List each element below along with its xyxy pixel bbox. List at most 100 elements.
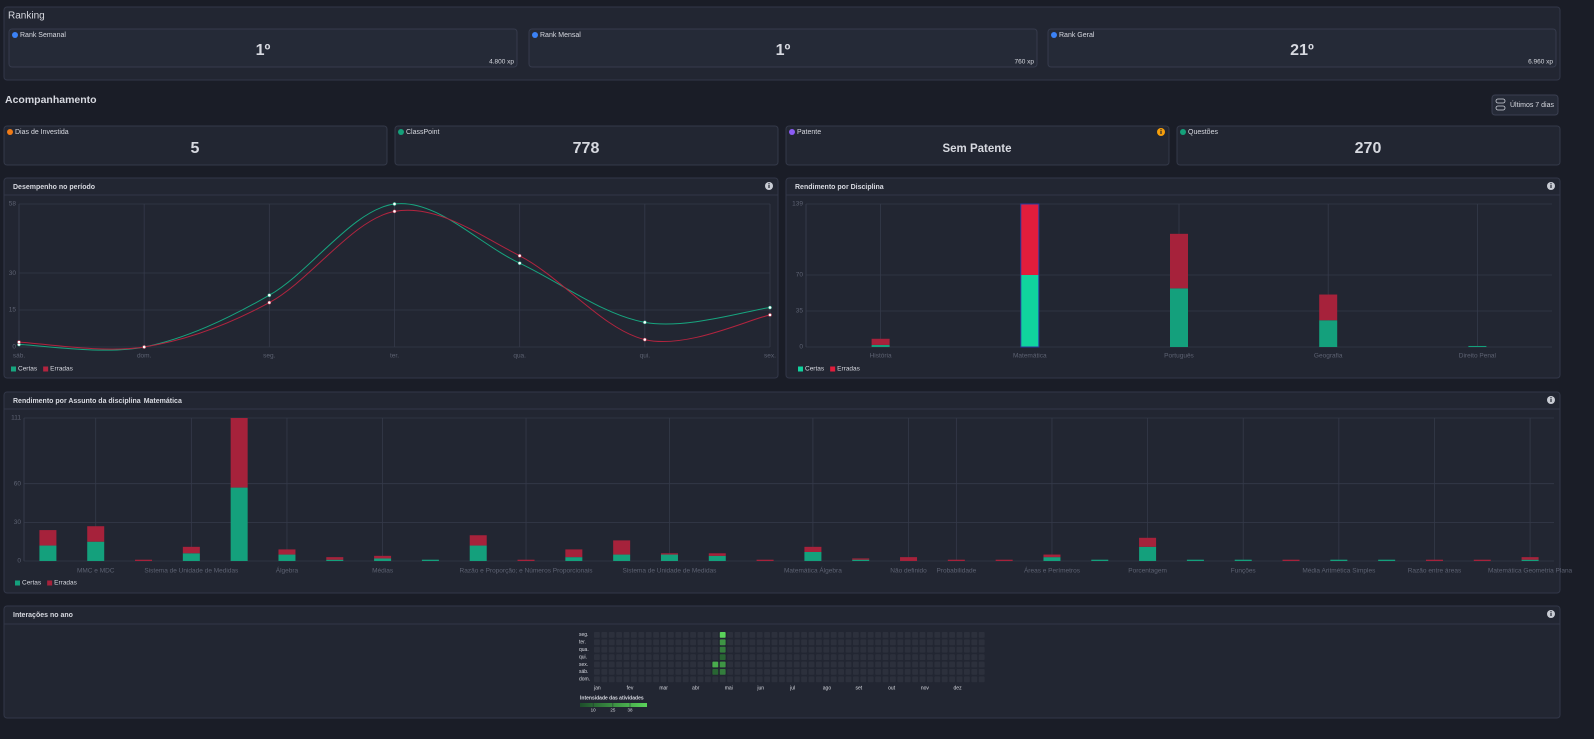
heat-cell-empty	[660, 669, 667, 675]
heat-cell-empty	[645, 669, 652, 675]
info-icon-dot	[1550, 611, 1552, 613]
heat-cell-empty	[668, 632, 674, 638]
heat-cell-empty	[645, 639, 652, 646]
heat-cell-empty	[875, 661, 881, 668]
stat-label: Questões	[1188, 129, 1218, 136]
heat-cell-empty	[927, 669, 933, 675]
heat-cell-empty	[601, 676, 608, 683]
heat-cell-empty	[897, 676, 904, 683]
x-tick-label: sex.	[764, 353, 776, 360]
info-icon-bar	[1550, 399, 1552, 402]
heat-cell-empty	[727, 661, 733, 668]
heat-cell-empty	[845, 676, 852, 683]
heat-cell-empty	[853, 669, 859, 675]
heat-cell-empty	[801, 654, 807, 660]
heat-cell-empty	[964, 669, 970, 675]
heat-cell-empty	[919, 646, 926, 653]
heat-cell	[719, 639, 726, 646]
legend-swatch	[47, 580, 53, 586]
x-tick-label: Razão e Proporção; e Números Proporciona…	[460, 568, 594, 575]
period-label[interactable]: Últimos 7 dias	[1510, 100, 1554, 109]
heat-cell-empty	[890, 646, 896, 653]
heat-cell-empty	[616, 669, 622, 675]
heat-cell-empty	[608, 646, 615, 653]
heat-cell-empty	[897, 639, 904, 646]
heat-cell-empty	[816, 639, 822, 646]
heat-cell-empty	[890, 639, 896, 646]
heat-cell-empty	[934, 676, 941, 683]
period-button[interactable]	[1491, 94, 1559, 116]
heat-cell-empty	[668, 676, 674, 683]
data-point	[17, 340, 21, 344]
heat-cell-empty	[645, 676, 652, 683]
heat-cell-empty	[764, 654, 770, 660]
heat-cell-empty	[904, 654, 911, 660]
heat-cell-empty	[608, 654, 615, 660]
heat-cell-empty	[912, 654, 918, 660]
heat-cell-empty	[971, 654, 978, 660]
heat-cell-empty	[742, 646, 748, 653]
heat-cell-empty	[882, 654, 889, 660]
heat-cell-empty	[645, 632, 652, 638]
bar-segment	[1043, 554, 1061, 558]
heat-cell-empty	[638, 669, 645, 675]
icon	[12, 32, 18, 38]
rank-position: 1º	[256, 42, 271, 59]
heat-cell-empty	[764, 646, 770, 653]
heat-cell-empty	[601, 639, 608, 646]
heat-cell-empty	[675, 661, 682, 668]
heat-cell-empty	[816, 669, 822, 675]
heat-cell-empty	[823, 646, 830, 653]
heat-cell-empty	[956, 676, 963, 683]
heat-cell-empty	[816, 661, 822, 668]
heat-cell-empty	[779, 632, 785, 638]
heat-cell-empty	[594, 654, 600, 660]
y-tick-label: 15	[9, 307, 17, 314]
bar-segment	[1521, 557, 1539, 560]
heat-cell-empty	[608, 639, 615, 646]
heat-cell-empty	[808, 639, 815, 646]
x-tick-label: Porcentagem	[1128, 568, 1167, 575]
stat-value: 778	[573, 140, 600, 157]
heat-cell-empty	[801, 669, 807, 675]
heat-cell-empty	[697, 654, 704, 660]
heat-cell-empty	[904, 639, 911, 646]
data-point	[768, 305, 772, 310]
month-label: abr	[692, 685, 700, 691]
heat-cell-empty	[964, 661, 970, 668]
x-tick-label: Médias	[372, 568, 394, 575]
heat-cell-empty	[756, 661, 763, 668]
heat-cell-empty	[594, 676, 600, 683]
icon	[1180, 129, 1186, 135]
heat-cell-empty	[690, 646, 696, 653]
heat-cell-empty	[623, 654, 630, 660]
heat-cell-empty	[660, 661, 667, 668]
toggle-icon	[1495, 105, 1506, 111]
heat-cell-empty	[675, 632, 682, 638]
y-tick-label: 30	[9, 270, 17, 277]
y-tick-label: 0	[799, 344, 803, 351]
bar-segment	[326, 557, 344, 560]
heat-cell-empty	[875, 669, 881, 675]
heat-cell-empty	[838, 669, 844, 675]
month-label: set	[855, 685, 862, 691]
heat-cell-empty	[964, 676, 970, 683]
heat-cell-empty	[742, 661, 748, 668]
heat-cell-empty	[897, 654, 904, 660]
heat-cell-empty	[771, 661, 778, 668]
month-label: nov	[921, 685, 930, 691]
x-tick-label: sáb.	[13, 353, 25, 360]
heat-cell-empty	[801, 639, 807, 646]
bar-segment	[135, 559, 153, 561]
icon	[1051, 32, 1057, 38]
heat-cell-empty	[875, 639, 881, 646]
heat-cell-empty	[845, 632, 852, 638]
heat-cell-empty	[734, 646, 741, 653]
heat-cell-empty	[912, 639, 918, 646]
icon	[7, 129, 13, 135]
heat-cell-empty	[860, 661, 867, 668]
legend-title: Intensidade das atividades	[580, 695, 644, 701]
bar-segment	[1043, 557, 1061, 561]
x-tick-label: Geografia	[1314, 353, 1343, 360]
heat-cell-empty	[631, 654, 637, 660]
